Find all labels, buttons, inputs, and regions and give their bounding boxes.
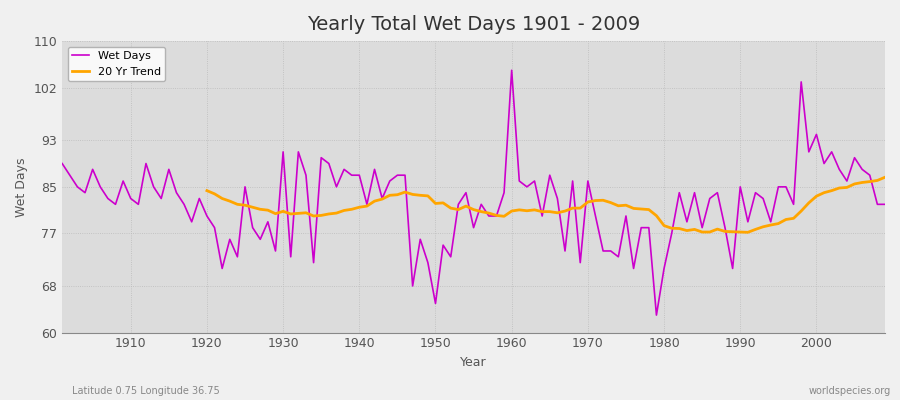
20 Yr Trend (407, 192, 418, 197)
Text: Latitude 0.75 Longitude 36.75: Latitude 0.75 Longitude 36.75 (72, 386, 220, 396)
Y-axis label: Wet Days: Wet Days (15, 157, 28, 216)
Wet Days (879, 202, 890, 207)
Wet Days (331, 184, 342, 189)
20 Yr Trend (202, 188, 212, 193)
X-axis label: Year: Year (460, 356, 487, 369)
Wet Days (285, 254, 296, 259)
Title: Yearly Total Wet Days 1901 - 2009: Yearly Total Wet Days 1901 - 2009 (307, 15, 640, 34)
20 Yr Trend (293, 211, 304, 216)
Line: Wet Days: Wet Days (62, 70, 885, 315)
20 Yr Trend (742, 230, 753, 235)
20 Yr Trend (773, 221, 784, 226)
Wet Days (651, 313, 661, 318)
Wet Days (499, 190, 509, 195)
Wet Days (507, 68, 517, 73)
Wet Days (57, 161, 68, 166)
Text: worldspecies.org: worldspecies.org (809, 386, 891, 396)
20 Yr Trend (674, 226, 685, 231)
20 Yr Trend (788, 216, 799, 221)
Wet Days (118, 179, 129, 184)
20 Yr Trend (879, 175, 890, 180)
Wet Days (606, 248, 616, 253)
Legend: Wet Days, 20 Yr Trend: Wet Days, 20 Yr Trend (68, 47, 166, 81)
Wet Days (514, 179, 525, 184)
20 Yr Trend (857, 180, 868, 185)
Line: 20 Yr Trend: 20 Yr Trend (207, 177, 885, 232)
